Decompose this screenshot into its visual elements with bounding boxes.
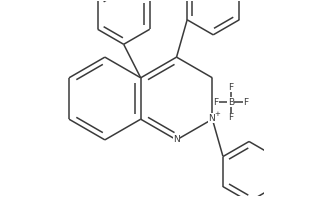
Text: N: N	[173, 135, 180, 144]
Text: N: N	[208, 114, 215, 123]
Text: F: F	[228, 113, 233, 122]
Text: F: F	[213, 98, 218, 107]
Text: B: B	[228, 98, 234, 107]
Text: F: F	[244, 98, 249, 107]
Text: F: F	[228, 83, 233, 92]
Text: +: +	[214, 112, 220, 117]
